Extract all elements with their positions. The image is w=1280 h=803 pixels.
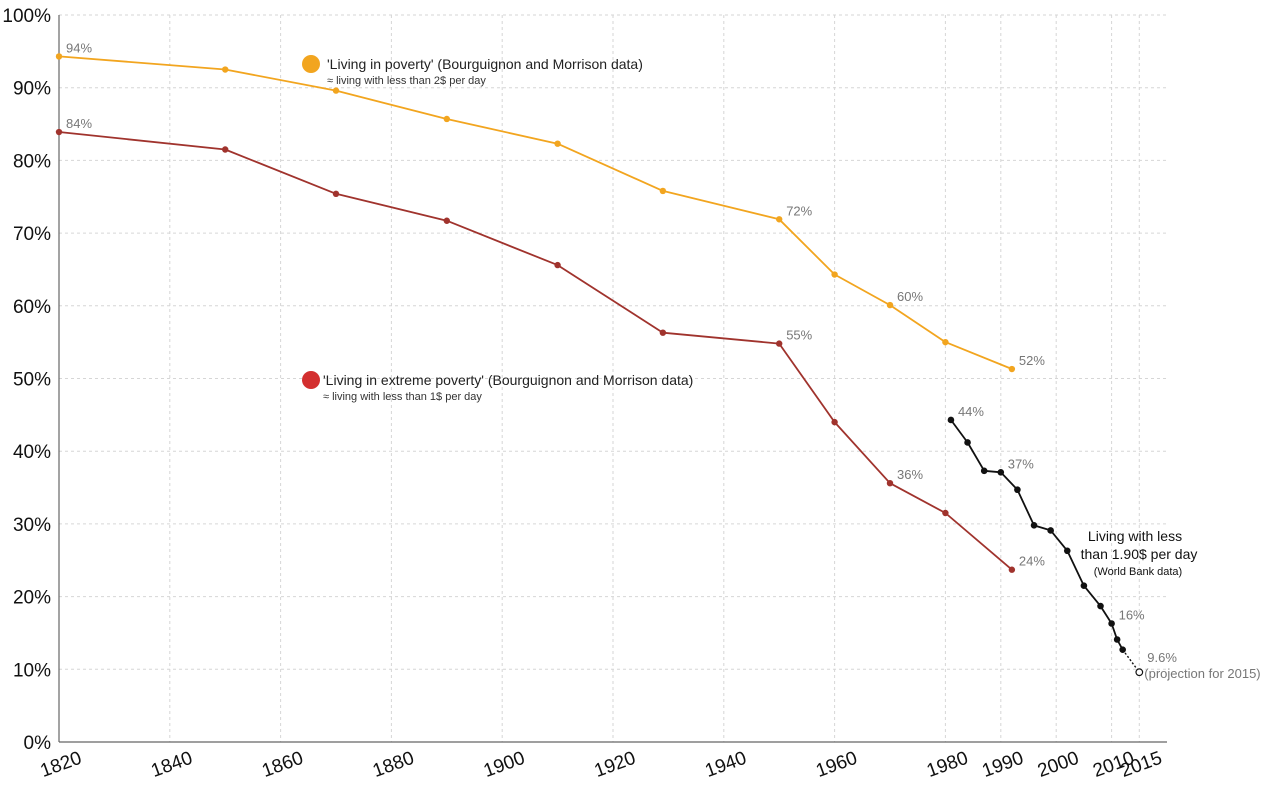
- data-point: [659, 329, 667, 336]
- data-point: [942, 509, 949, 517]
- projection-note: (projection for 2015): [1144, 666, 1260, 681]
- series-0: [55, 53, 1016, 373]
- x-tick-label: 1900: [481, 748, 528, 782]
- legend-wb-line1: Living with less: [1088, 528, 1182, 544]
- legend-extreme-marker: [302, 371, 320, 389]
- legend-wb-subtitle: (World Bank data): [1094, 566, 1182, 578]
- legend-extreme-title: 'Living in extreme poverty' (Bourguignon…: [323, 372, 693, 388]
- legend-poverty-subtitle: ≈ living with less than 2$ per day: [327, 75, 486, 87]
- data-label: 94%: [66, 40, 92, 55]
- y-tick-label: 80%: [13, 151, 51, 172]
- data-point: [1119, 646, 1126, 653]
- data-point: [332, 190, 340, 198]
- data-label: 24%: [1019, 554, 1045, 569]
- projection-point: [1135, 668, 1144, 677]
- data-point: [55, 53, 63, 60]
- data-label: 72%: [786, 203, 812, 218]
- legend-extreme-poverty: 'Living in extreme poverty' (Bourguignon…: [302, 371, 693, 403]
- y-tick-label: 40%: [13, 442, 51, 463]
- y-tick-label: 70%: [13, 224, 51, 245]
- projection-value-label: 9.6%: [1147, 650, 1177, 665]
- x-tick-label: 1990: [979, 748, 1026, 782]
- y-tick-label: 60%: [13, 297, 51, 318]
- data-point: [1014, 486, 1021, 494]
- axes: 0%10%20%30%40%50%60%70%80%90%100%1820 184…: [2, 6, 1167, 782]
- data-point: [776, 216, 783, 223]
- data-label: 36%: [897, 467, 923, 482]
- data-point: [1063, 547, 1071, 555]
- data-point: [831, 418, 838, 426]
- data-point: [776, 340, 783, 347]
- legend-poverty-marker: [302, 55, 320, 73]
- data-labels: 94% 72% 60% 52% 84% 55% 36% 24% 44% 37% 16% 9.6%(pr…: [66, 40, 1261, 681]
- x-tick-label: 1980: [924, 748, 971, 782]
- data-point: [1080, 582, 1088, 589]
- data-label: 52%: [1019, 353, 1045, 368]
- projection-line: [1122, 649, 1140, 673]
- data-point: [222, 146, 229, 153]
- data-point: [443, 115, 450, 123]
- data-point: [554, 261, 561, 269]
- x-tick-label: 1880: [370, 748, 417, 782]
- data-point: [554, 140, 561, 147]
- y-tick-label: 30%: [13, 515, 51, 536]
- data-point: [831, 271, 838, 278]
- data-point: [942, 338, 949, 346]
- data-label: 37%: [1008, 456, 1034, 471]
- data-point: [1008, 365, 1016, 373]
- data-point: [1108, 620, 1115, 627]
- legend-poverty: 'Living in poverty' (Bourguignon and Mor…: [302, 55, 643, 87]
- data-point: [947, 416, 955, 424]
- series: [55, 53, 1144, 677]
- grid: [58, 14, 1167, 742]
- x-tick-label: 1920: [592, 748, 639, 782]
- x-tick-label: 1960: [813, 748, 860, 782]
- data-label: 84%: [66, 116, 92, 131]
- y-tick-label: 20%: [13, 588, 51, 609]
- x-tick-label: 2000: [1035, 748, 1082, 782]
- legend-poverty-title: 'Living in poverty' (Bourguignon and Mor…: [327, 56, 643, 72]
- series-1: [55, 128, 1016, 573]
- data-point: [964, 439, 971, 446]
- data-point: [886, 301, 894, 309]
- x-tick-label: 1860: [259, 748, 306, 782]
- y-tick-label: 50%: [13, 370, 51, 391]
- data-label: 60%: [897, 289, 923, 304]
- data-label: 55%: [786, 328, 812, 343]
- data-point: [980, 467, 988, 475]
- data-point: [1008, 566, 1016, 573]
- x-tick-label: 1940: [702, 748, 749, 782]
- data-label: 16%: [1119, 607, 1145, 622]
- data-point: [886, 479, 894, 487]
- data-point: [222, 66, 229, 73]
- data-point: [659, 187, 667, 195]
- data-point: [1097, 602, 1104, 610]
- data-point: [443, 217, 450, 224]
- series-line: [58, 131, 1013, 571]
- data-point: [1030, 522, 1038, 529]
- data-point: [997, 468, 1005, 476]
- legend-extreme-subtitle: ≈ living with less than 1$ per day: [323, 391, 482, 403]
- data-point: [332, 87, 340, 94]
- x-tick-label: 1840: [148, 748, 195, 782]
- data-point: [1047, 527, 1054, 534]
- y-tick-label: 90%: [13, 79, 51, 100]
- legend-world-bank: Living with less than 1.90$ per day (Wor…: [1081, 528, 1198, 578]
- y-tick-label: 100%: [2, 6, 51, 27]
- legend-wb-line2: than 1.90$ per day: [1081, 546, 1198, 562]
- series-line: [58, 55, 1013, 370]
- series-2: [947, 416, 1144, 677]
- data-label: 44%: [958, 404, 984, 419]
- data-point: [1113, 636, 1121, 643]
- y-tick-label: 0%: [24, 733, 52, 754]
- data-point: [55, 128, 63, 136]
- y-tick-label: 10%: [13, 660, 51, 681]
